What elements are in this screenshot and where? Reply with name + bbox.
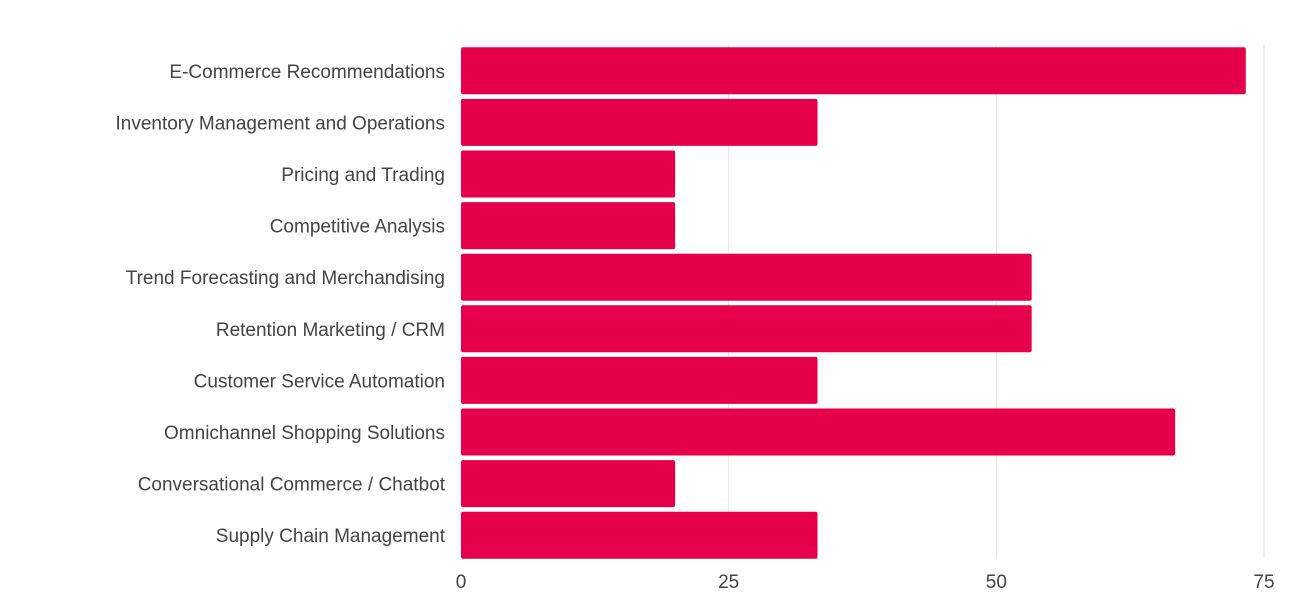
x-tick-label: 75 xyxy=(1253,572,1274,593)
bar xyxy=(461,98,818,146)
x-tick-label: 50 xyxy=(986,572,1007,593)
bar xyxy=(461,305,1032,353)
category-label: Trend Forecasting and Merchandising xyxy=(126,268,445,289)
category-label: Conversational Commerce / Chatbot xyxy=(138,475,446,496)
category-label: Pricing and Trading xyxy=(281,165,445,186)
bar xyxy=(461,356,818,404)
category-label: E-Commerce Recommendations xyxy=(169,62,445,83)
x-axis-ticks: 0 25 50 75 xyxy=(456,572,1275,593)
category-label: Customer Service Automation xyxy=(194,371,445,392)
bar xyxy=(461,202,676,250)
bar xyxy=(461,408,1176,456)
category-label: Supply Chain Management xyxy=(216,526,446,547)
category-labels: E-Commerce Recommendations Inventory Mana… xyxy=(115,62,445,547)
bar xyxy=(461,253,1032,301)
x-tick-label: 25 xyxy=(718,572,739,593)
category-label: Retention Marketing / CRM xyxy=(216,320,445,341)
category-label: Omnichannel Shopping Solutions xyxy=(164,423,445,444)
bar xyxy=(461,511,818,559)
category-label: Inventory Management and Operations xyxy=(115,113,445,134)
bar xyxy=(461,150,676,198)
bar xyxy=(461,460,676,508)
bar-layer xyxy=(461,47,1246,559)
x-tick-label: 0 xyxy=(456,572,467,593)
category-label: Competitive Analysis xyxy=(270,217,445,238)
bar xyxy=(461,47,1246,95)
